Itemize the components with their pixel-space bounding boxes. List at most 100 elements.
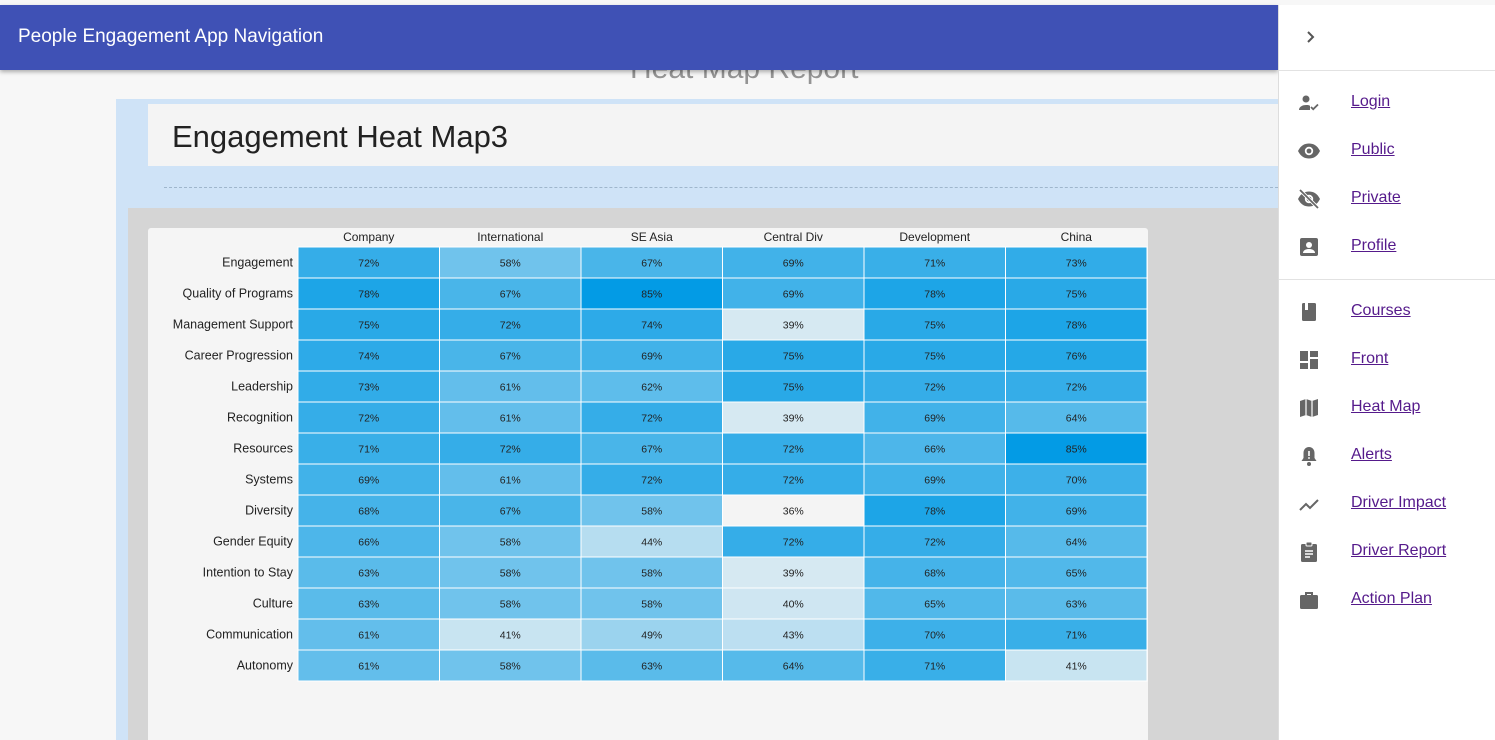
cell-value-label: 72%	[358, 258, 379, 270]
cell-value-label: 69%	[1066, 506, 1087, 518]
bell-alert-icon	[1297, 444, 1321, 468]
drawer-header-divider	[1279, 70, 1495, 71]
heatmap-cell	[722, 556, 865, 589]
book-icon	[1297, 300, 1321, 324]
nav-item-login[interactable]: Login	[1279, 83, 1495, 123]
heading-box: Engagement Heat Map3	[148, 104, 1278, 166]
nav-item-label: Public	[1351, 141, 1395, 158]
cell-value-label: 72%	[500, 320, 521, 332]
cell-value-label: 41%	[500, 630, 521, 642]
nav-item-label: Driver Impact	[1351, 494, 1447, 511]
heatmap-cell	[439, 525, 582, 558]
cell-value-label: 69%	[924, 475, 945, 487]
heatmap-cell	[580, 494, 723, 527]
heatmap-cell	[439, 277, 582, 310]
cell-value-label: 71%	[358, 444, 379, 456]
heatmap-cell	[1005, 339, 1148, 372]
chevron-right-icon[interactable]	[1301, 25, 1321, 49]
nav-item-courses[interactable]: Courses	[1279, 292, 1495, 332]
heatmap-cell	[439, 370, 582, 403]
cell-value-label: 58%	[641, 506, 662, 518]
page-heading: Engagement Heat Map3	[172, 119, 509, 154]
nav-item-front[interactable]: Front	[1279, 340, 1495, 380]
nav-item-public[interactable]: Public	[1279, 131, 1495, 171]
heatmap-cell	[1005, 649, 1148, 682]
heatmap-cell	[863, 308, 1006, 341]
nav-item-label: Profile	[1351, 237, 1397, 254]
app-bar: People Engagement App Navigation	[0, 5, 1278, 70]
heatmap-cell	[580, 308, 723, 341]
row-label: Career Progression	[185, 349, 293, 363]
column-label: China	[1061, 230, 1093, 244]
cell-value-label: 39%	[783, 413, 804, 425]
cell-value-label: 49%	[641, 630, 662, 642]
nav-item-label: Private	[1351, 189, 1401, 206]
cell-value-label: 64%	[1066, 413, 1087, 425]
cell-value-label: 71%	[1066, 630, 1087, 642]
cell-value-label: 72%	[641, 475, 662, 487]
column-label: Company	[343, 230, 394, 244]
row-label: Quality of Programs	[183, 287, 293, 301]
heatmap-cell	[439, 401, 582, 434]
cell-value-label: 69%	[783, 289, 804, 301]
cell-value-label: 36%	[783, 506, 804, 518]
cell-value-label: 72%	[783, 444, 804, 456]
heatmap-cell	[1005, 556, 1148, 589]
nav-item-action-plan[interactable]: Action Plan	[1279, 580, 1495, 620]
heatmap-cell	[580, 277, 723, 310]
column-label: SE Asia	[631, 230, 673, 244]
column-label: Development	[899, 230, 970, 244]
cell-value-label: 39%	[783, 568, 804, 580]
cell-value-label: 66%	[924, 444, 945, 456]
heatmap-cell	[863, 277, 1006, 310]
nav-item-private[interactable]: Private	[1279, 179, 1495, 219]
divider	[164, 187, 1278, 188]
heatmap-cell	[863, 587, 1006, 620]
heatmap-cell	[1005, 618, 1148, 651]
cell-value-label: 64%	[783, 661, 804, 673]
heatmap-cell	[297, 587, 440, 620]
heatmap-cell	[580, 463, 723, 496]
app-title: People Engagement App Navigation	[18, 26, 324, 47]
cell-value-label: 61%	[500, 382, 521, 394]
heatmap-cell	[439, 494, 582, 527]
cell-value-label: 67%	[500, 289, 521, 301]
heatmap-cell	[580, 401, 723, 434]
cell-value-label: 70%	[924, 630, 945, 642]
row-label: Intention to Stay	[203, 566, 294, 580]
nav-item-label: Login	[1351, 93, 1391, 110]
nav-item-label: Alerts	[1351, 446, 1392, 463]
cell-value-label: 72%	[641, 413, 662, 425]
cell-value-label: 73%	[1066, 258, 1087, 270]
account-box-icon	[1297, 235, 1321, 259]
heatmap-cell	[1005, 246, 1148, 279]
heatmap-card: Company International SE Asia Central Div De…	[148, 228, 1148, 740]
cell-value-label: 44%	[641, 537, 662, 549]
heatmap-cell	[297, 370, 440, 403]
row-label: Leadership	[231, 380, 293, 394]
dashboard-icon	[1297, 348, 1321, 372]
cell-value-label: 61%	[500, 413, 521, 425]
heatmap-cell	[297, 649, 440, 682]
nav-item-heat-map[interactable]: Heat Map	[1279, 388, 1495, 428]
cell-value-label: 68%	[358, 506, 379, 518]
cell-value-label: 69%	[358, 475, 379, 487]
row-label: Autonomy	[237, 659, 294, 673]
cell-value-label: 78%	[358, 289, 379, 301]
cell-value-label: 72%	[358, 413, 379, 425]
cell-value-label: 67%	[641, 258, 662, 270]
cell-value-label: 69%	[924, 413, 945, 425]
nav-item-profile[interactable]: Profile	[1279, 227, 1495, 267]
heatmap-cell	[722, 308, 865, 341]
heatmap-cell	[1005, 494, 1148, 527]
row-label: Engagement	[222, 256, 293, 270]
nav-item-driver-report[interactable]: Driver Report	[1279, 532, 1495, 572]
nav-item-alerts[interactable]: Alerts	[1279, 436, 1495, 476]
cell-value-label: 67%	[641, 444, 662, 456]
row-label: Diversity	[245, 504, 294, 518]
cell-value-label: 62%	[641, 382, 662, 394]
nav-item-driver-impact[interactable]: Driver Impact	[1279, 484, 1495, 524]
cell-value-label: 58%	[500, 258, 521, 270]
cell-value-label: 75%	[783, 351, 804, 363]
cell-value-label: 58%	[500, 599, 521, 611]
